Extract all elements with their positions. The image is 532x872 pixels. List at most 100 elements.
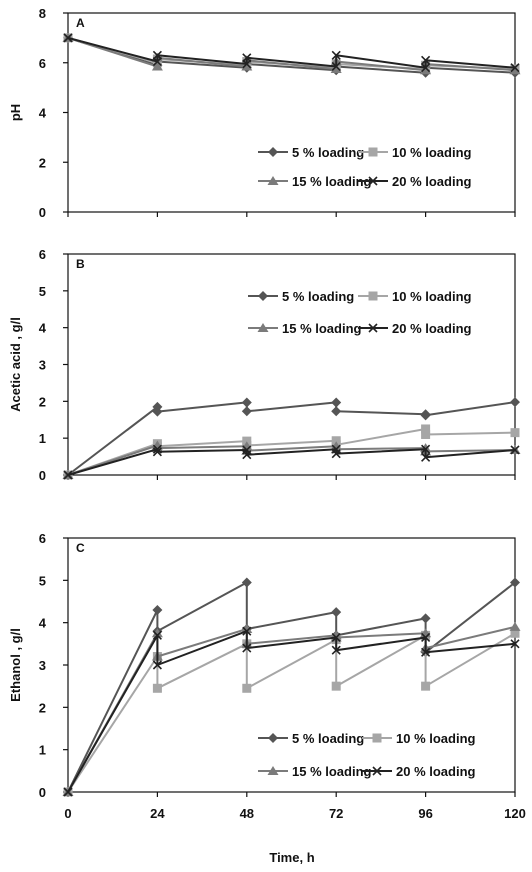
data-point (509, 621, 521, 631)
data-point (510, 445, 520, 455)
data-point (152, 50, 162, 60)
legend-entry: 15 % loading (248, 321, 362, 336)
legend-entry: 5 % loading (258, 145, 364, 160)
data-point (152, 683, 162, 693)
data-point (421, 647, 431, 657)
data-point (420, 65, 432, 75)
series-line (67, 581, 516, 793)
data-point (510, 63, 520, 73)
legend-entry: 10 % loading (358, 289, 472, 304)
y-axis-label: pH (8, 104, 23, 121)
data-point (330, 63, 342, 73)
legend-entry: 10 % loading (362, 731, 476, 746)
y-tick-label: 4 (39, 616, 47, 631)
data-point (421, 429, 431, 439)
data-point (152, 630, 162, 640)
data-point (420, 410, 431, 421)
y-tick-label: 0 (39, 468, 46, 483)
series-line (67, 444, 516, 476)
data-point (151, 61, 163, 71)
y-tick-label: 5 (39, 573, 46, 588)
data-point (152, 660, 162, 670)
x-tick-label: 96 (418, 806, 432, 821)
y-tick-label: 8 (39, 6, 46, 21)
data-point (510, 628, 520, 638)
data-point (242, 683, 252, 693)
legend-entry: 20 % loading (362, 764, 476, 779)
series-4 (63, 444, 520, 480)
y-tick-label: 3 (39, 658, 46, 673)
legend-label: 15 % loading (282, 321, 362, 336)
legend-label: 10 % loading (396, 731, 476, 746)
legend-marker (257, 323, 269, 332)
legend-entry: 20 % loading (358, 321, 472, 336)
legend-label: 5 % loading (292, 731, 364, 746)
series-4 (63, 626, 520, 797)
data-point (331, 449, 341, 459)
legend-marker (267, 766, 279, 775)
data-point (421, 444, 431, 454)
legend-marker (267, 176, 279, 185)
data-point (331, 397, 342, 408)
legend: 5 % loading 10 % loading 15 % loading 20 % … (258, 145, 472, 189)
x-axis-label: Time, h (269, 850, 314, 865)
y-tick-label: 0 (39, 205, 46, 220)
legend-marker (258, 291, 268, 301)
legend-marker (372, 733, 382, 743)
data-point (421, 681, 431, 691)
y-tick-label: 2 (39, 155, 46, 170)
data-point (241, 577, 252, 588)
data-point (331, 632, 341, 643)
legend-label: 5 % loading (282, 289, 354, 304)
data-point (510, 577, 520, 588)
series-line (67, 448, 516, 476)
data-point (421, 424, 431, 434)
data-point (63, 33, 73, 43)
series-line (67, 36, 516, 69)
legend: 5 % loading 10 % loading 15 % loading 20 % … (248, 289, 472, 336)
x-axis: 0 24 48 72 96 120 (64, 806, 525, 821)
y-tick-label: 6 (39, 531, 46, 546)
legend-label: 10 % loading (392, 289, 472, 304)
x-tick-label: 120 (504, 806, 526, 821)
data-point (241, 406, 252, 417)
series-line (67, 36, 516, 72)
data-point (421, 55, 431, 65)
data-point (241, 624, 253, 634)
y-tick-label: 4 (39, 321, 47, 336)
series-3 (62, 440, 521, 479)
legend-entry: 20 % loading (358, 174, 472, 189)
legend-entry: 5 % loading (248, 289, 354, 304)
data-point (242, 450, 252, 460)
y-tick-label: 4 (39, 106, 47, 121)
data-point (331, 406, 342, 417)
series-line (67, 630, 516, 793)
legend-entry: 5 % loading (258, 731, 364, 746)
data-point (510, 428, 520, 438)
data-point (421, 63, 431, 73)
data-point (331, 61, 341, 72)
series-1 (63, 397, 520, 480)
data-point (63, 470, 73, 480)
legend-entry: 15 % loading (258, 174, 372, 189)
y-tick-label: 2 (39, 700, 46, 715)
series-4 (63, 33, 520, 73)
x-tick-label: 0 (64, 806, 71, 821)
data-point (152, 444, 162, 454)
panel-c: 0 1 2 3 4 5 6 Ethanol , g/l C 5 % loading 10 % loa… (8, 531, 521, 800)
panel-letter: A (76, 16, 85, 30)
data-point (242, 643, 252, 653)
y-tick-label: 6 (39, 247, 46, 262)
data-point (510, 639, 520, 649)
data-point (331, 681, 341, 691)
y-axis-label: Ethanol , g/l (8, 628, 23, 702)
data-point (242, 626, 252, 636)
x-tick-label: 48 (240, 806, 254, 821)
y-tick-label: 3 (39, 358, 46, 373)
legend-label: 20 % loading (396, 764, 476, 779)
legend-label: 15 % loading (292, 764, 372, 779)
series-line (67, 401, 516, 476)
data-point (152, 604, 163, 615)
panel-b: 0 1 2 3 4 5 6 Acetic acid , g/l B 5 % loading 10 %… (8, 247, 521, 483)
